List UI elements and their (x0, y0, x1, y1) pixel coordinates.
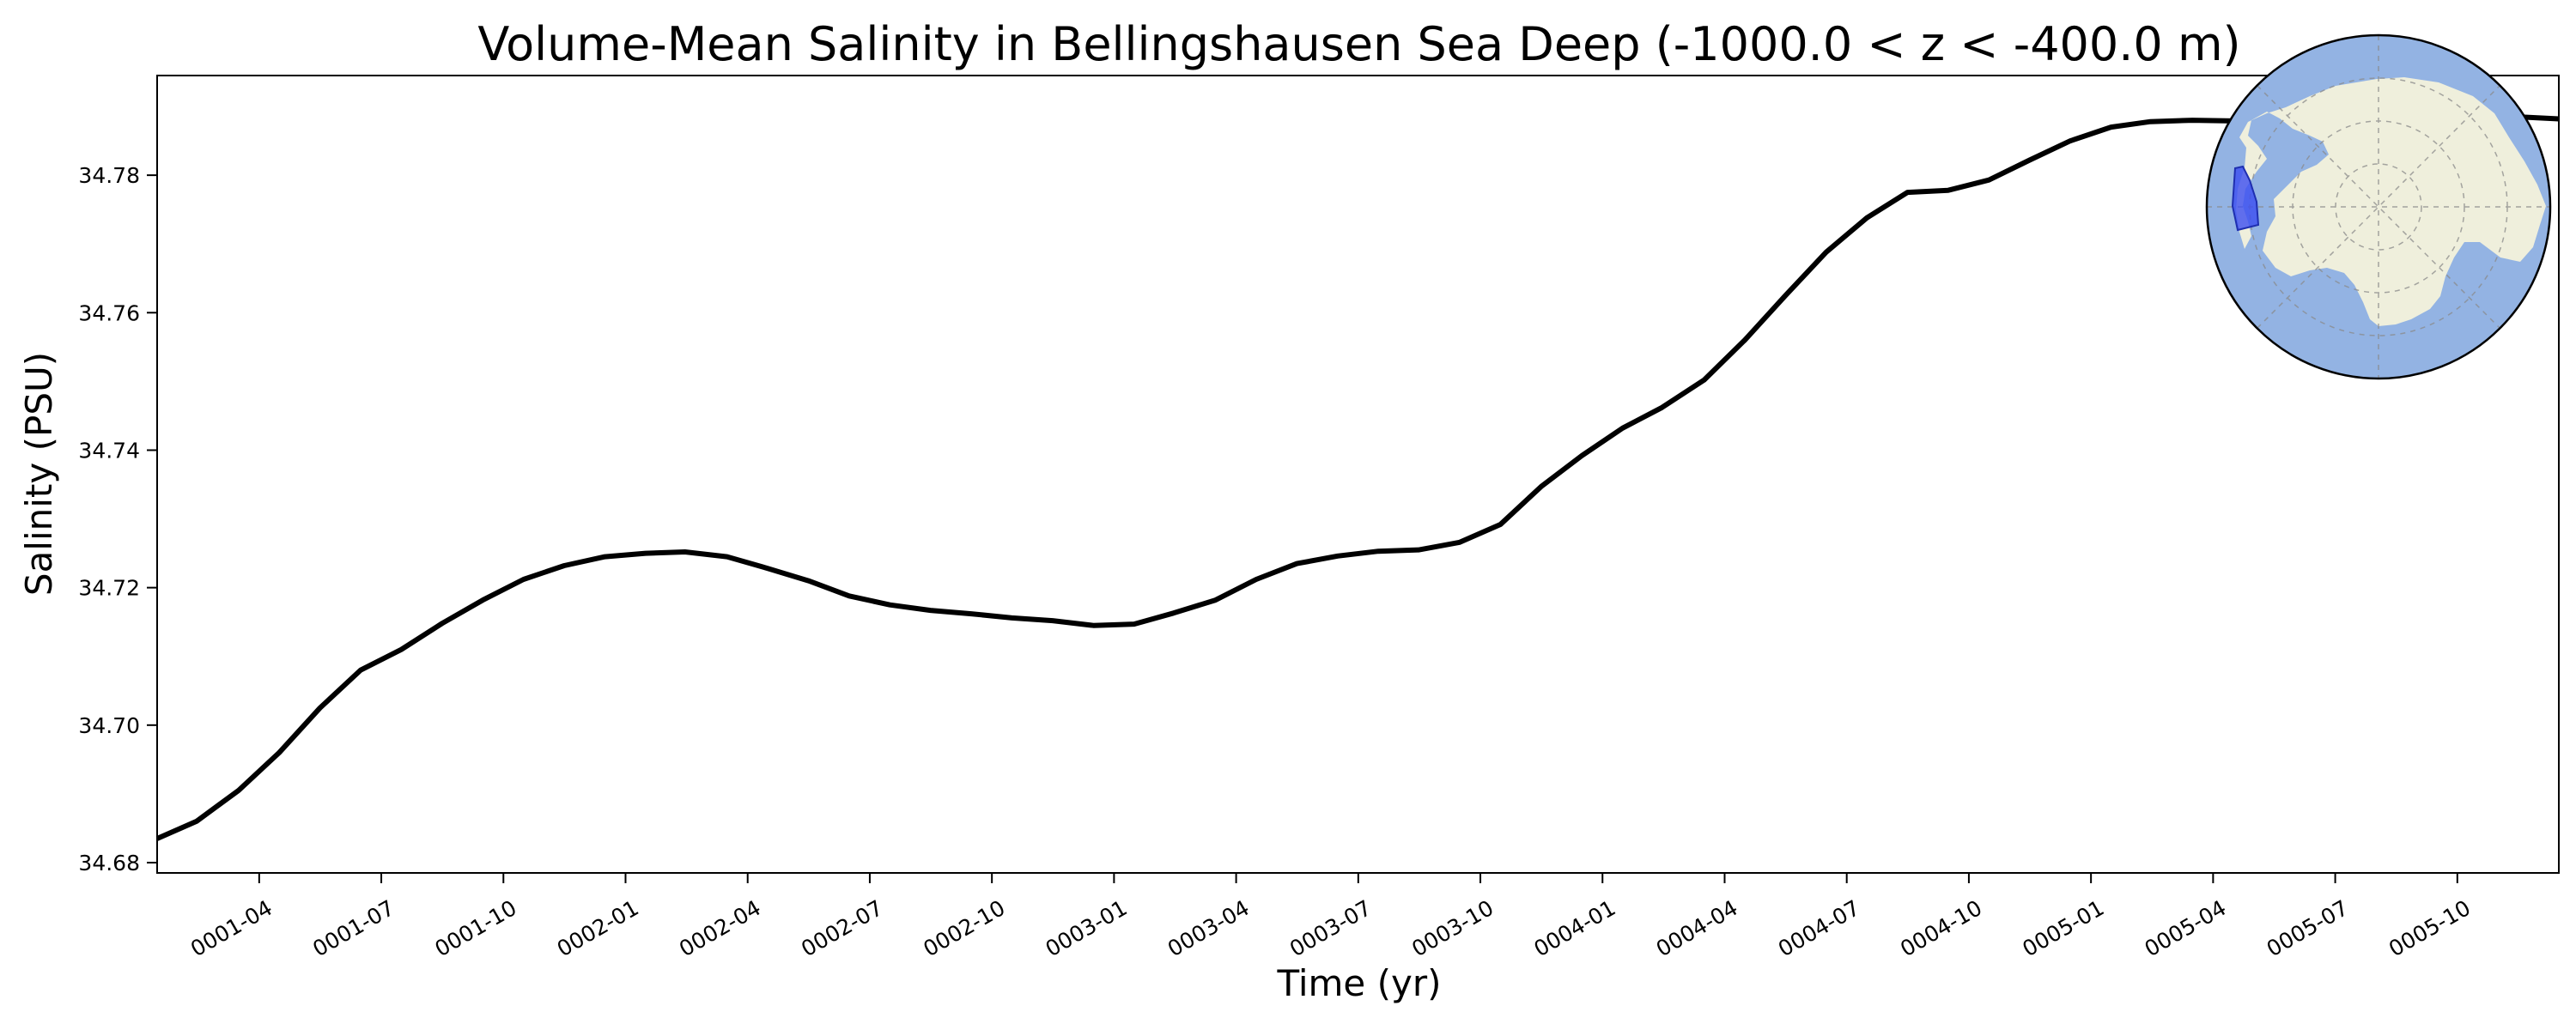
y-tick-label: 34.78 (78, 163, 140, 188)
salinity-series-line (155, 114, 2560, 841)
inset-map (2205, 33, 2552, 380)
y-axis: 34.68 34.70 34.72 34.74 34.76 34.78 (78, 163, 157, 876)
map-border (2205, 33, 2552, 380)
y-tick-label: 34.74 (78, 438, 140, 463)
bellingshausen-sea-region (2231, 165, 2260, 232)
y-tick-label: 34.76 (78, 300, 140, 325)
antarctica-landmass (2236, 77, 2546, 326)
x-axis-label: Time (yr) (1276, 962, 1441, 1004)
chart-title: Volume-Mean Salinity in Bellingshausen S… (477, 17, 2240, 71)
y-axis-label: Salinity (PSU) (18, 352, 60, 596)
y-tick-label: 34.68 (78, 851, 140, 876)
y-tick-label: 34.70 (78, 713, 140, 738)
y-tick-label: 34.72 (78, 576, 140, 601)
plot-area (155, 114, 2560, 841)
